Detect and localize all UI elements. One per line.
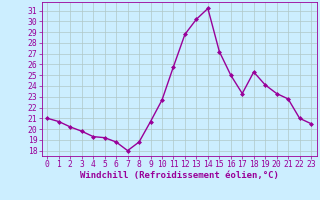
X-axis label: Windchill (Refroidissement éolien,°C): Windchill (Refroidissement éolien,°C) [80,171,279,180]
